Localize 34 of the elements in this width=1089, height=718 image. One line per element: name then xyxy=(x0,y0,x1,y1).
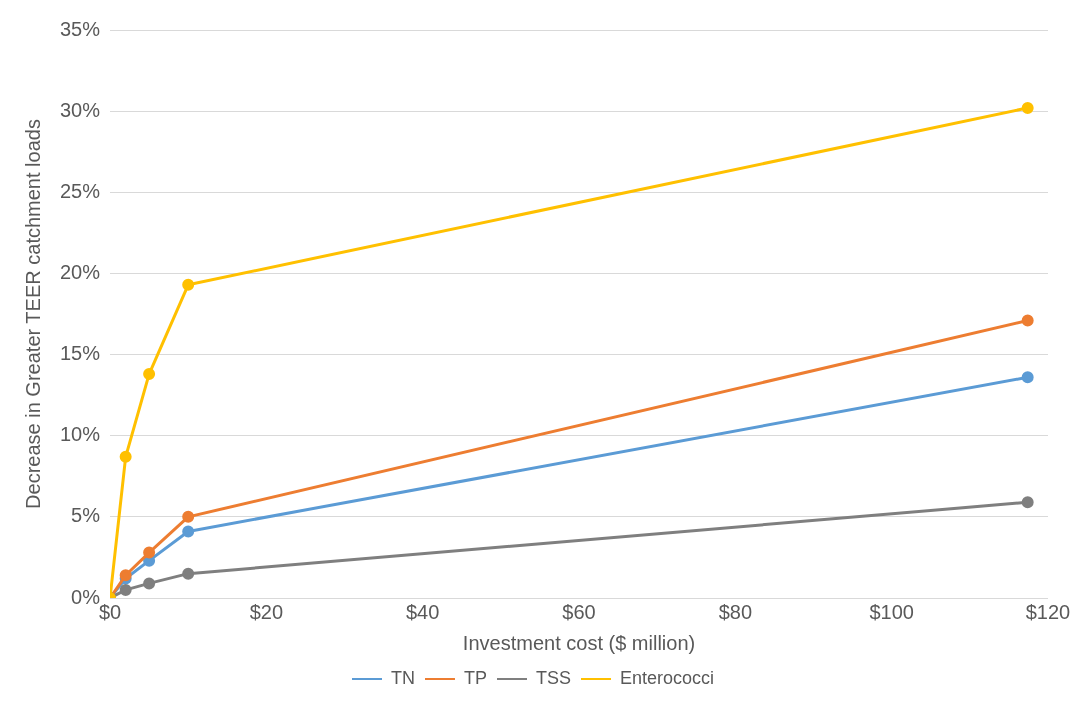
x-tick-label: $0 xyxy=(98,600,122,623)
y-tick-label: 30% xyxy=(60,98,101,121)
y-tick-label: 15% xyxy=(60,342,101,365)
point xyxy=(1021,496,1034,509)
y-tick-label: 20% xyxy=(60,260,101,283)
x-tick-label: $100 xyxy=(869,600,914,623)
point xyxy=(1021,371,1034,384)
x-axis-title: Investment cost ($ million) xyxy=(462,631,696,654)
y-tick-label: 5% xyxy=(71,504,101,527)
x-tick-label: $120 xyxy=(1025,600,1071,623)
point xyxy=(182,525,195,538)
x-tick-label: $80 xyxy=(718,600,753,623)
point xyxy=(119,583,132,596)
y-tick-label: 35% xyxy=(60,17,101,40)
legend-label: Enterococci xyxy=(619,667,715,688)
point xyxy=(143,546,156,559)
point xyxy=(182,278,195,291)
point xyxy=(1021,314,1034,327)
point xyxy=(143,577,156,590)
x-tick-label: $40 xyxy=(406,600,440,623)
legend-label: TSS xyxy=(535,667,571,688)
point xyxy=(143,368,156,381)
x-tick-label: $20 xyxy=(249,600,284,623)
y-tick-label: 25% xyxy=(60,179,101,202)
point xyxy=(182,567,195,580)
legend-label: TN xyxy=(390,667,415,688)
legend-label: TP xyxy=(463,667,487,688)
y-tick-label: 10% xyxy=(60,423,101,446)
y-tick-label: 0% xyxy=(71,585,101,608)
y-axis-title: Decrease in Greater TEER catchment loads xyxy=(21,119,44,509)
point xyxy=(1021,101,1034,114)
point xyxy=(119,450,132,463)
x-tick-label: $60 xyxy=(562,600,596,623)
point xyxy=(182,510,195,523)
